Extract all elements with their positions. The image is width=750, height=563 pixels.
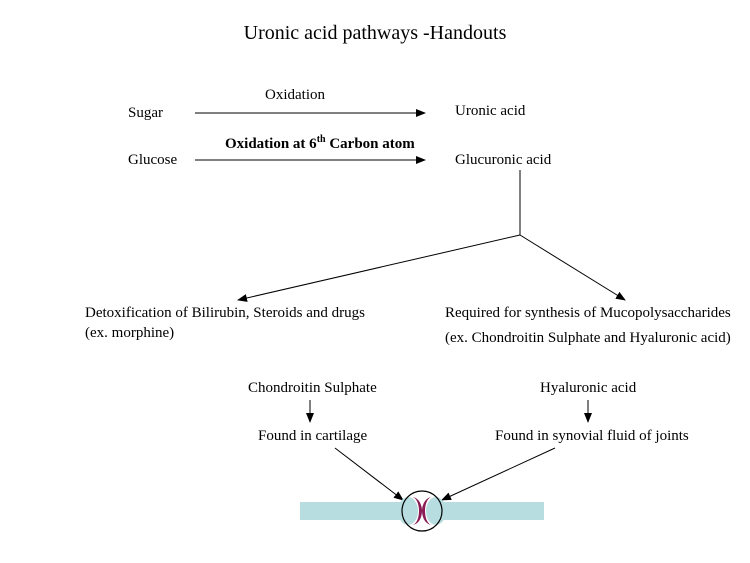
page-title: Uronic acid pathways -Handouts	[0, 22, 750, 45]
arrow-to-joint-left	[335, 448, 403, 500]
sub-right-found: Found in synovial fluid of joints	[495, 428, 689, 445]
sub-right-name: Hyaluronic acid	[540, 380, 636, 397]
joint-bone-left	[300, 502, 408, 520]
branch-left-line2: (ex. morphine)	[85, 325, 174, 342]
reaction2-product: Glucuronic acid	[455, 152, 551, 169]
joint-cartilage-left	[412, 497, 422, 525]
reaction1-product: Uronic acid	[455, 103, 525, 120]
reaction2-label-tail: Carbon atom	[326, 136, 415, 152]
sub-left-name: Chondroitin Sulphate	[248, 380, 377, 397]
joint-capsule	[402, 491, 442, 531]
reaction2-label: Oxidation at 6th Carbon atom	[225, 134, 415, 153]
branch-right-line1: Required for synthesis of Mucopolysaccha…	[445, 305, 731, 322]
joint-illustration	[300, 491, 544, 531]
joint-bone-right	[436, 502, 544, 520]
fork-right	[520, 235, 625, 300]
joint-cartilage-right	[422, 497, 432, 525]
reaction1-reagent: Sugar	[128, 105, 163, 122]
joint-bone-right-end	[426, 497, 446, 525]
reaction1-label: Oxidation	[265, 87, 325, 104]
branch-right-line2: (ex. Chondroitin Sulphate and Hyaluronic…	[445, 330, 731, 347]
sub-left-found: Found in cartilage	[258, 428, 367, 445]
diagram-svg	[0, 0, 750, 563]
joint-bone-left-end	[398, 497, 418, 525]
branch-left-line1: Detoxification of Bilirubin, Steroids an…	[85, 305, 365, 322]
arrow-to-joint-right	[442, 448, 555, 500]
reaction2-label-main: Oxidation at 6	[225, 136, 317, 152]
reaction2-reagent: Glucose	[128, 152, 177, 169]
reaction2-label-sup: th	[317, 134, 326, 145]
fork-left	[238, 235, 520, 300]
